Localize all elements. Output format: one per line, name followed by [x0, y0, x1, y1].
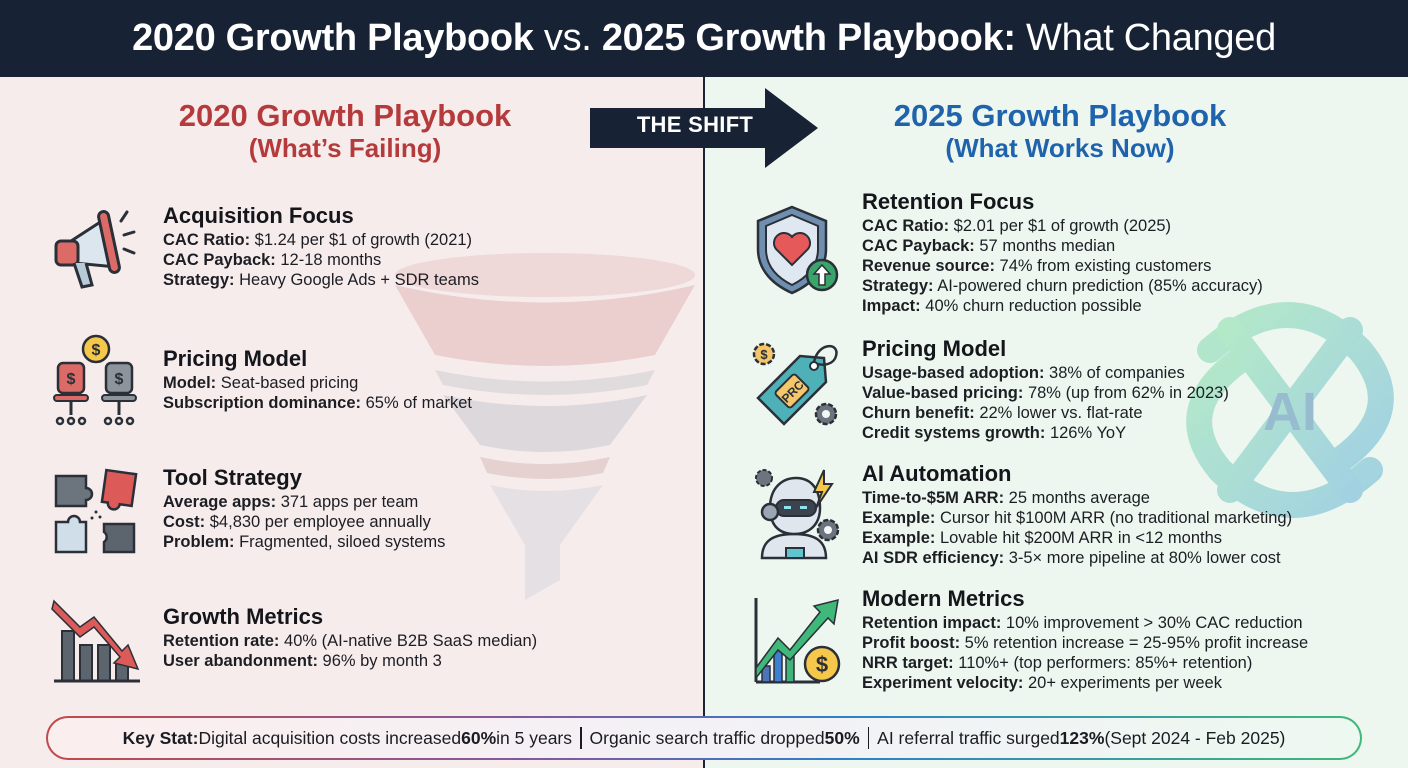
- stat-row: Example: Cursor hit $100M ARR (no tradit…: [862, 509, 1293, 527]
- svg-text:AI: AI: [1263, 382, 1317, 442]
- title-part-2020: 2020 Growth Playbook: [132, 17, 534, 59]
- declining-chart-icon: [51, 599, 140, 683]
- section-retention-focus: Retention Focus CAC Ratio: $2.01 per $1 …: [862, 189, 1263, 316]
- svg-text:$: $: [816, 652, 828, 677]
- section-title: Modern Metrics: [862, 586, 1025, 611]
- rising-chart-dollar-icon: $: [754, 598, 841, 684]
- stat-row: AI SDR efficiency: 3-5× more pipeline at…: [862, 549, 1281, 567]
- stat-row: User abandonment: 96% by month 3: [163, 652, 442, 670]
- center-divider: [703, 77, 705, 768]
- section-title: Pricing Model: [862, 336, 1007, 361]
- section-title: Retention Focus: [862, 189, 1035, 214]
- price-tag-icon: PRC $: [752, 342, 838, 426]
- left-subtitle-text: (What’s Failing): [248, 132, 442, 163]
- stat-row: Value-based pricing: 78% (up from 62% in…: [862, 384, 1229, 402]
- stat-row: Impact: 40% churn reduction possible: [862, 297, 1142, 315]
- stat-row: Cost: $4,830 per employee annually: [163, 513, 431, 531]
- stat-row: Time-to-$5M ARR: 25 months average: [862, 489, 1150, 507]
- stat-row: Churn benefit: 22% lower vs. flat-rate: [862, 404, 1143, 422]
- left-column-title: 2020 Growth Playbook (What’s Failing): [90, 98, 600, 164]
- right-column-title: 2025 Growth Playbook (What Works Now): [800, 98, 1320, 164]
- svg-text:$: $: [115, 371, 124, 388]
- arrow-right-icon: [590, 88, 818, 168]
- robot-icon: [755, 469, 840, 560]
- shield-heart-icon: [756, 205, 839, 295]
- stat-row: Revenue source: 74% from existing custom…: [862, 257, 1212, 275]
- stat-row: Model: Seat-based pricing: [163, 374, 359, 392]
- stat-row: Retention rate: 40% (AI-native B2B SaaS …: [163, 632, 538, 650]
- right-title-text: 2025 Growth Playbook: [893, 98, 1227, 133]
- section-title: Growth Metrics: [163, 604, 324, 629]
- title-part-2025: 2025 Growth Playbook:: [601, 17, 1016, 59]
- title-vs: vs.: [533, 17, 602, 59]
- key-stat-text: Key Stat: Digital acquisition costs incr…: [48, 718, 1360, 758]
- stat-row: Profit boost: 5% retention increase = 25…: [862, 634, 1309, 652]
- stat-row: Credit systems growth: 126% YoY: [862, 424, 1127, 442]
- svg-text:$: $: [760, 347, 768, 362]
- stat-row: CAC Ratio: $1.24 per $1 of growth (2021): [163, 231, 473, 249]
- stat-row: Average apps: 371 apps per team: [163, 493, 419, 511]
- stat-row: Strategy: AI-powered churn prediction (8…: [862, 277, 1263, 295]
- page-title: 2020 Growth Playbook vs. 2025 Growth Pla…: [132, 17, 1276, 60]
- puzzle-pieces-icon: [54, 468, 138, 554]
- stat-row: CAC Payback: 57 months median: [862, 237, 1116, 255]
- stat-row: Subscription dominance: 65% of market: [163, 394, 472, 412]
- section-pricing-model-2025: Pricing Model Usage-based adoption: 38% …: [862, 336, 1229, 443]
- left-title-text: 2020 Growth Playbook: [178, 98, 512, 133]
- section-growth-metrics: Growth Metrics Retention rate: 40% (AI-n…: [163, 604, 537, 671]
- separator: [867, 727, 870, 749]
- section-modern-metrics: Modern Metrics Retention impact: 10% imp…: [862, 586, 1308, 693]
- stat-row: Experiment velocity: 20+ experiments per…: [862, 674, 1222, 692]
- title-what-changed: What Changed: [1015, 17, 1276, 59]
- right-subtitle-text: (What Works Now): [945, 132, 1175, 163]
- megaphone-icon: [54, 210, 136, 289]
- section-title: Tool Strategy: [163, 465, 302, 490]
- seat-pricing-chairs-icon: $ $ $: [53, 334, 137, 426]
- section-title: Pricing Model: [163, 346, 308, 371]
- section-acquisition-focus: Acquisition Focus CAC Ratio: $1.24 per $…: [163, 203, 479, 290]
- stat-row: Example: Lovable hit $200M ARR in <12 mo…: [862, 529, 1223, 547]
- section-pricing-model-2020: Pricing Model Model: Seat-based pricing …: [163, 346, 472, 413]
- stat-row: Usage-based adoption: 38% of companies: [862, 364, 1185, 382]
- funnel-icon: [395, 253, 695, 600]
- stat-row: Problem: Fragmented, siloed systems: [163, 533, 446, 551]
- stat-row: CAC Ratio: $2.01 per $1 of growth (2025): [862, 217, 1172, 235]
- stat-row: CAC Payback: 12-18 months: [163, 251, 382, 269]
- key-stat-label: Key Stat:: [122, 727, 199, 748]
- key-stat-banner: Key Stat: Digital acquisition costs incr…: [46, 716, 1362, 760]
- section-title: AI Automation: [862, 461, 1012, 486]
- header-bar: 2020 Growth Playbook vs. 2025 Growth Pla…: [0, 0, 1408, 77]
- stat-row: Strategy: Heavy Google Ads + SDR teams: [163, 271, 479, 289]
- ai-infinity-knot-icon: AI: [1186, 302, 1394, 518]
- stat-row: NRR target: 110%+ (top performers: 85%+ …: [862, 654, 1253, 672]
- stat-row: Retention impact: 10% improvement > 30% …: [862, 614, 1303, 632]
- svg-text:$: $: [92, 342, 101, 359]
- separator: [580, 727, 582, 749]
- section-tool-strategy: Tool Strategy Average apps: 371 apps per…: [163, 465, 445, 552]
- svg-text:$: $: [67, 371, 76, 388]
- section-title: Acquisition Focus: [163, 203, 354, 228]
- shift-label: THE SHIFT: [636, 112, 754, 137]
- shift-arrow: THE SHIFT: [590, 88, 820, 168]
- section-ai-automation: AI Automation Time-to-$5M ARR: 25 months…: [862, 461, 1292, 568]
